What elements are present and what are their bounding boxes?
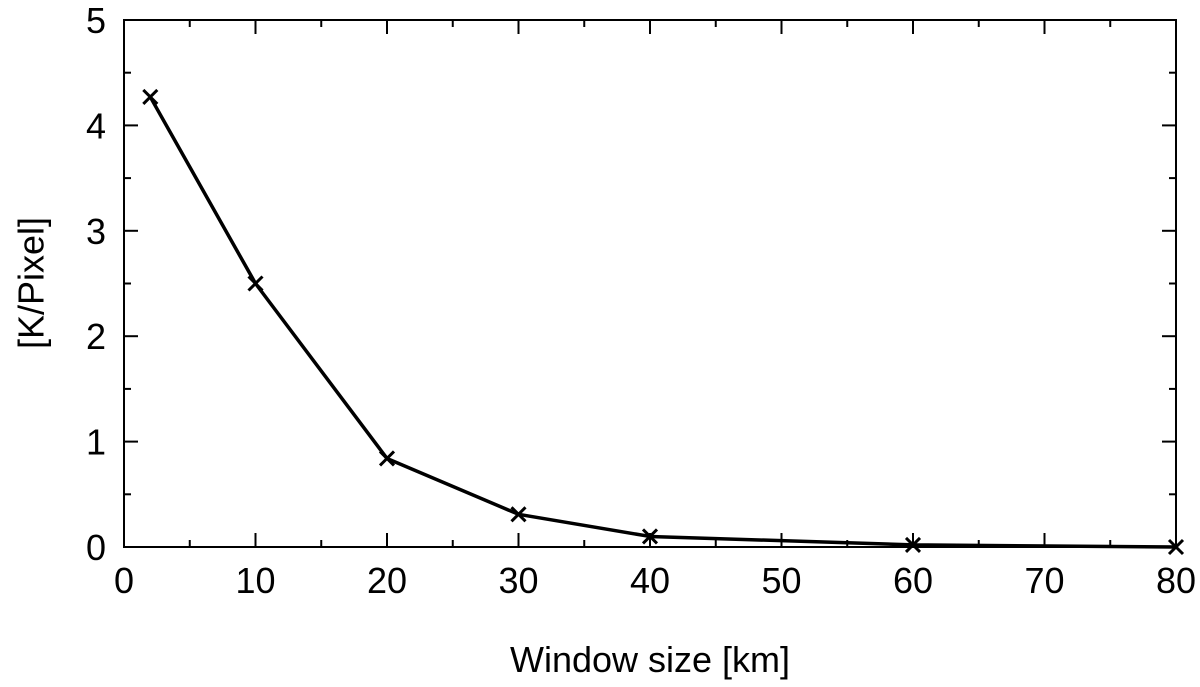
plot-frame [123, 19, 1177, 548]
x-axis-label: Window size [km] [510, 639, 790, 680]
y-tick-label: 1 [86, 422, 106, 463]
point-marker [1167, 538, 1185, 556]
x-tick-label: 20 [367, 560, 407, 601]
point-marker [641, 528, 659, 545]
x-tick-label: 60 [893, 560, 933, 601]
y-tick-label: 3 [86, 211, 106, 252]
x-tick-label: 50 [761, 560, 801, 601]
x-tick-label: 40 [630, 560, 670, 601]
x-tick-label: 0 [114, 560, 134, 601]
point-marker [247, 275, 264, 292]
point-marker [142, 88, 159, 106]
y-tick-label: 4 [86, 105, 106, 146]
point-marker [378, 450, 396, 467]
point-marker [904, 536, 922, 553]
y-axis-label: [K/Pixel] [11, 217, 52, 349]
x-tick-label: 70 [1024, 560, 1064, 601]
series-line [148, 96, 1177, 549]
y-tick-label: 2 [86, 316, 106, 357]
x-tick-label: 30 [498, 560, 538, 601]
x-tick-label: 10 [235, 560, 275, 601]
y-tick-label: 5 [86, 0, 106, 41]
point-marker [510, 506, 527, 523]
x-tick-label: 80 [1156, 560, 1196, 601]
y-tick-label: 0 [86, 527, 106, 568]
